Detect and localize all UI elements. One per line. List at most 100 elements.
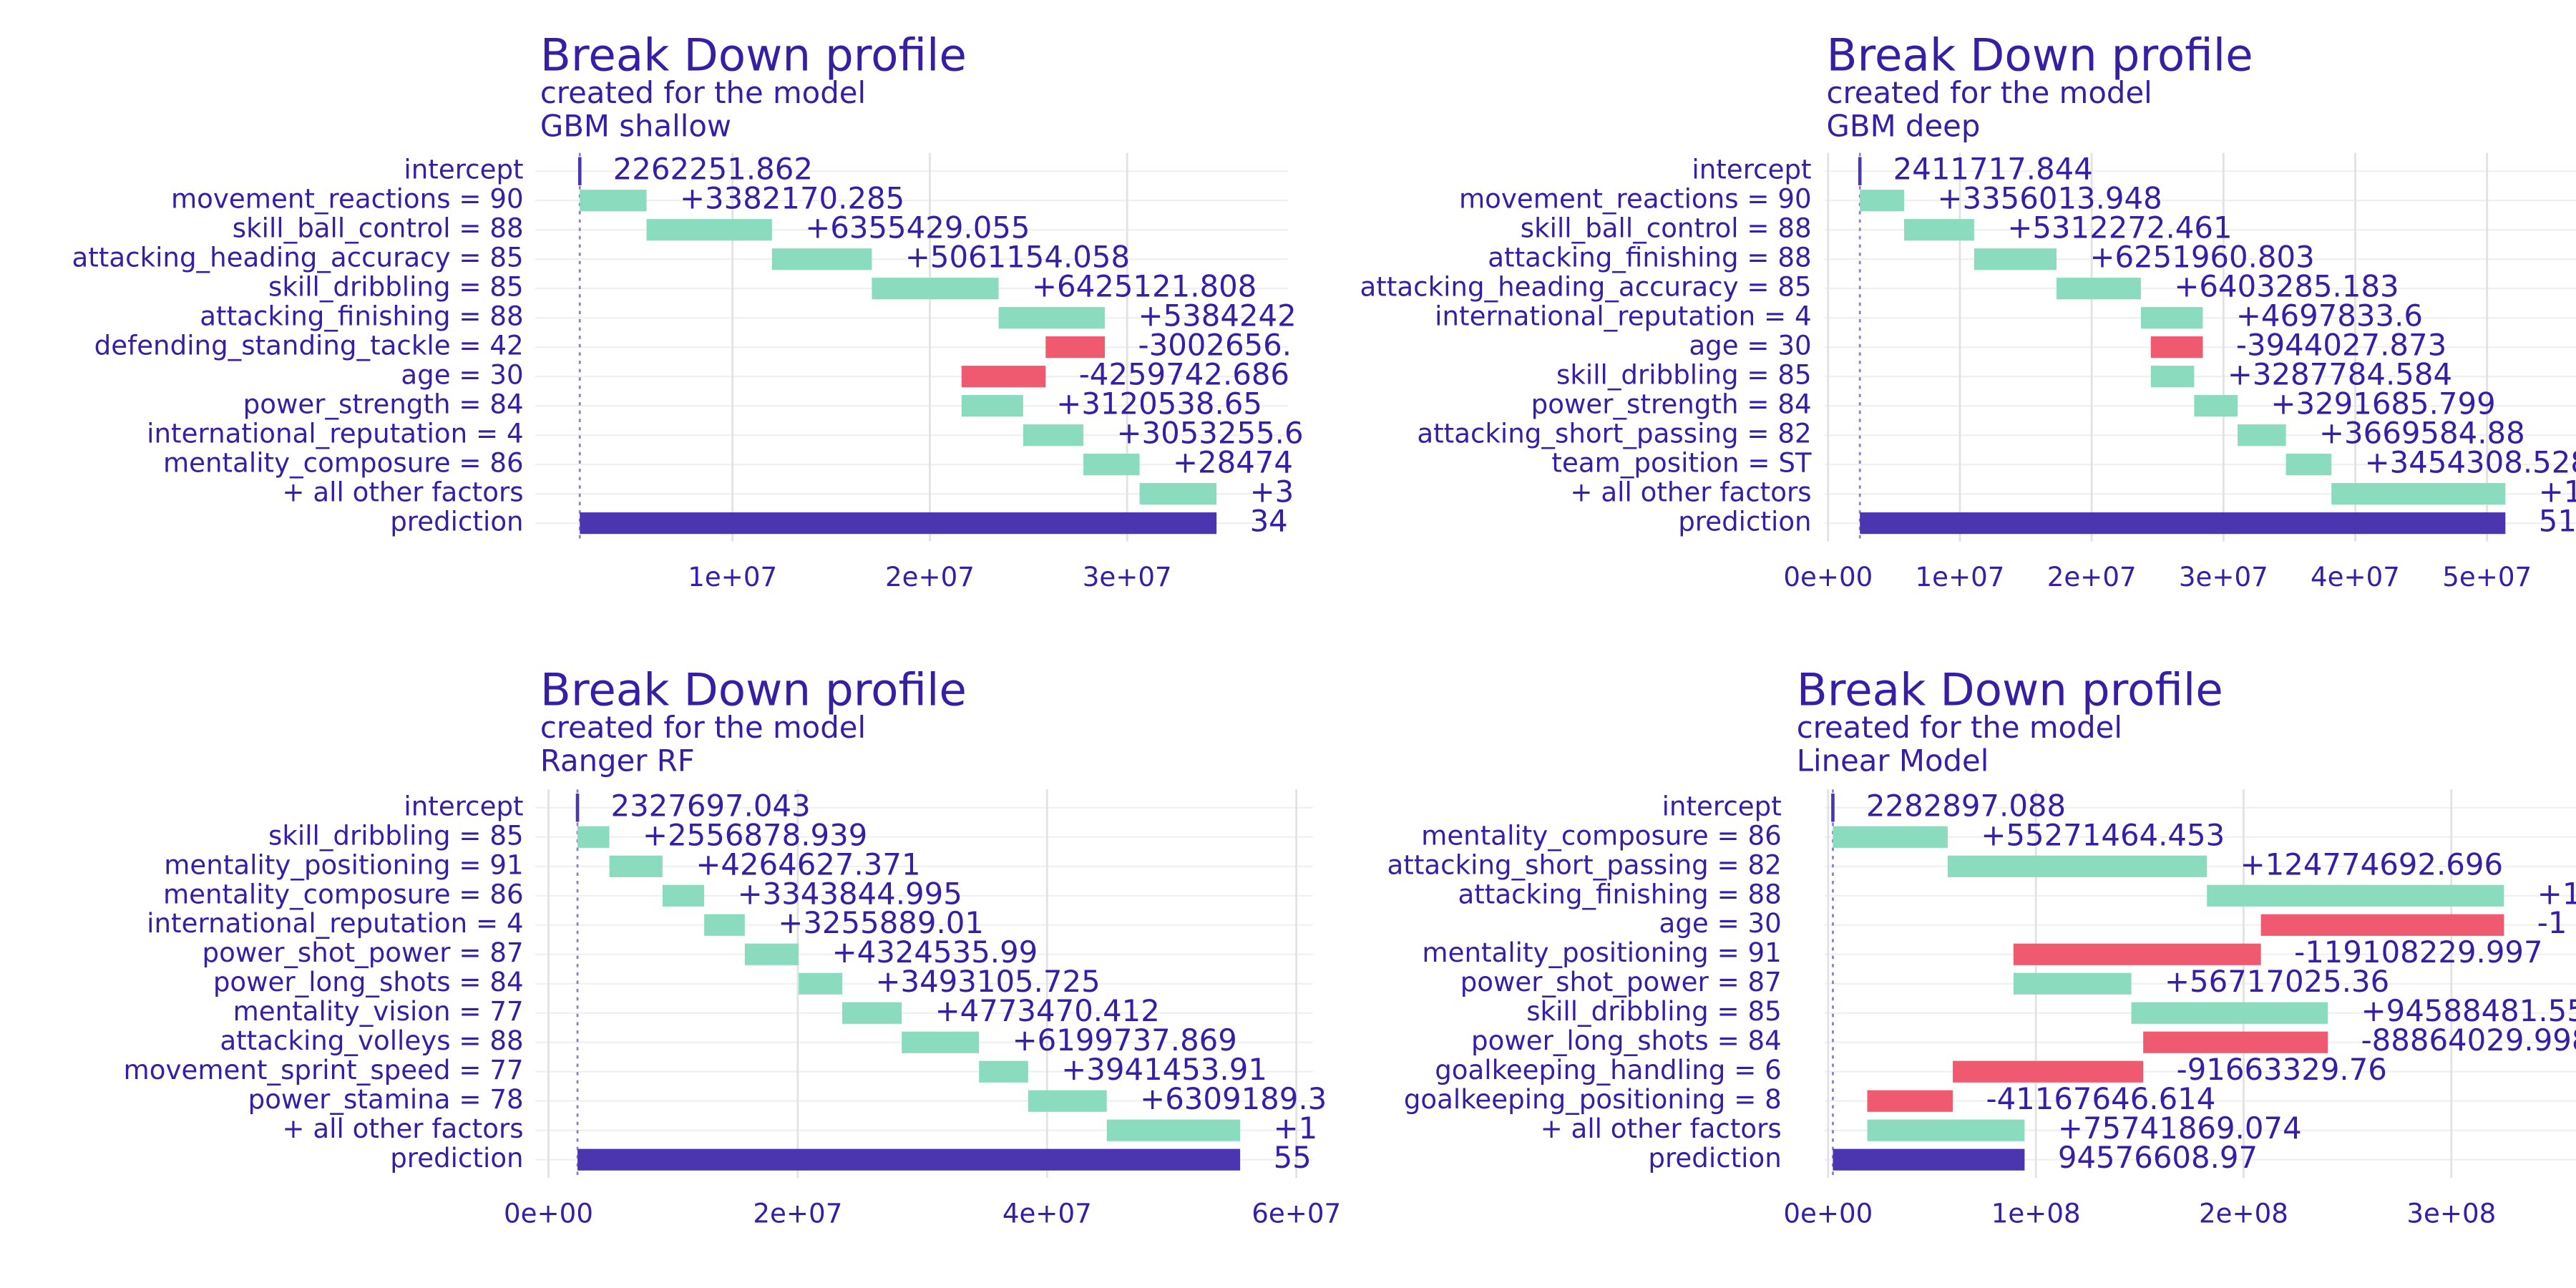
contribution-bar xyxy=(1083,454,1140,476)
category-label: prediction xyxy=(1678,507,1811,537)
x-tick-label: 4e+07 xyxy=(1002,1198,1092,1229)
value-label: 2262251.862 xyxy=(613,152,813,187)
value-label: +4324535.99 xyxy=(832,935,1038,970)
contribution-bar xyxy=(2150,366,2195,388)
x-tick-label: 0e+00 xyxy=(504,1198,593,1229)
category-label: attacking_finishing = 88 xyxy=(200,301,523,332)
contribution-bar xyxy=(2194,395,2238,417)
category-label: mentality_composure = 86 xyxy=(1421,820,1782,851)
category-label: age = 30 xyxy=(1659,908,1782,939)
category-label: + all other factors xyxy=(282,1113,523,1144)
category-label: prediction xyxy=(390,507,523,537)
x-tick-label: 3e+07 xyxy=(1083,562,1172,592)
value-label: +28474 xyxy=(1173,445,1293,480)
value-label: -88864029.998 xyxy=(2361,1023,2576,1058)
value-label: +3053255.6 xyxy=(1117,416,1304,451)
value-label: -1 xyxy=(2537,905,2567,940)
prediction-bar xyxy=(580,512,1217,535)
contribution-bar xyxy=(1028,1090,1107,1112)
value-label: +3 xyxy=(1250,474,1294,509)
contribution-bar xyxy=(1106,1119,1241,1141)
x-tick-label: 2e+07 xyxy=(753,1198,842,1229)
value-label: +4264627.371 xyxy=(696,847,920,882)
x-tick-label: 0e+00 xyxy=(1783,1198,1873,1229)
value-label: 2282897.088 xyxy=(1866,788,2066,823)
value-label: 34 xyxy=(1250,504,1288,539)
category-label: skill_dribbling = 85 xyxy=(268,820,524,851)
chart-subtitle: created for the model xyxy=(540,75,866,110)
value-label: +3669584.88 xyxy=(2319,416,2525,451)
category-label: movement_reactions = 90 xyxy=(1459,184,1812,215)
contribution-bar xyxy=(1904,219,1974,241)
contribution-bar xyxy=(2140,307,2203,329)
value-label: +6425121.808 xyxy=(1032,269,1257,304)
category-label: age = 30 xyxy=(401,360,523,391)
chart-title: Break Down profile xyxy=(540,29,967,81)
category-label: power_stamina = 78 xyxy=(248,1084,524,1115)
prediction-bar xyxy=(577,1148,1241,1171)
value-label: +6309189.3 xyxy=(1140,1081,1327,1116)
category-label: skill_dribbling = 85 xyxy=(1526,996,1782,1027)
category-label: power_long_shots = 84 xyxy=(1471,1025,1782,1056)
category-label: prediction xyxy=(1648,1143,1781,1174)
contribution-bar xyxy=(2150,336,2203,358)
x-tick-label: 3e+07 xyxy=(2179,562,2268,592)
category-label: team_position = ST xyxy=(1551,448,1811,479)
category-label: age = 30 xyxy=(1689,331,1811,361)
x-tick-label: 5e+07 xyxy=(2442,562,2532,592)
contribution-bar xyxy=(2331,483,2506,505)
contribution-bar xyxy=(646,219,772,241)
value-label: +6403285.183 xyxy=(2174,269,2399,304)
category-label: attacking_heading_accuracy = 85 xyxy=(1360,272,1811,303)
value-label: 55 xyxy=(1274,1140,1312,1175)
value-label: +94588481.55 xyxy=(2361,993,2576,1028)
value-label: -3002656. xyxy=(1138,328,1292,363)
value-label: -4259742.686 xyxy=(1079,357,1289,392)
value-label: 51 xyxy=(2539,504,2576,539)
model-name: GBM deep xyxy=(1827,108,1981,143)
category-label: mentality_composure = 86 xyxy=(163,879,524,909)
category-label: power_strength = 84 xyxy=(1531,389,1812,420)
chart-title: Break Down profile xyxy=(540,664,967,716)
contribution-bar xyxy=(771,248,872,270)
category-label: attacking_short_passing = 82 xyxy=(1387,849,1782,880)
value-label: +2556878.939 xyxy=(643,817,867,852)
category-label: goalkeeping_positioning = 8 xyxy=(1404,1084,1782,1115)
value-label: +3255889.01 xyxy=(778,905,984,940)
contribution-bar xyxy=(662,884,705,907)
x-tick-label: 2e+07 xyxy=(2047,562,2137,592)
value-label: +4773470.412 xyxy=(935,993,1160,1028)
prediction-bar xyxy=(1833,1148,2025,1171)
contribution-bar xyxy=(842,1002,902,1024)
value-label: +6251960.803 xyxy=(2089,240,2314,275)
contribution-bar xyxy=(961,366,1046,388)
category-label: attacking_volleys = 88 xyxy=(220,1025,523,1056)
x-tick-label: 2e+07 xyxy=(885,562,975,592)
value-label: 2327697.043 xyxy=(611,788,811,823)
category-label: intercept xyxy=(1692,155,1811,185)
x-tick-label: 1e+07 xyxy=(688,562,777,592)
value-label: +3356013.948 xyxy=(1937,181,2162,216)
x-tick-label: 0e+00 xyxy=(1783,562,1873,592)
category-label: mentality_vision = 77 xyxy=(233,996,524,1027)
category-label: intercept xyxy=(404,791,523,821)
contribution-bar xyxy=(961,395,1023,417)
value-label: +75741869.074 xyxy=(2058,1111,2302,1146)
model-name: Linear Model xyxy=(1797,743,1989,779)
category-label: power_shot_power = 87 xyxy=(203,937,524,968)
x-tick-label: 2e+08 xyxy=(2199,1198,2288,1229)
category-label: power_shot_power = 87 xyxy=(1460,967,1782,997)
contribution-bar xyxy=(1953,1060,2144,1083)
value-label: +5061154.058 xyxy=(905,240,1130,275)
category-label: + all other factors xyxy=(1541,1113,1782,1144)
contribution-bar xyxy=(704,914,745,936)
category-label: + all other factors xyxy=(1570,477,1811,508)
category-label: prediction xyxy=(390,1143,523,1174)
chart-subtitle: created for the model xyxy=(1827,75,2152,110)
category-label: intercept xyxy=(1662,791,1782,821)
value-label: +3454308.528 xyxy=(2365,445,2576,480)
value-label: -91663329.76 xyxy=(2177,1052,2387,1087)
contribution-bar xyxy=(1867,1090,1953,1112)
